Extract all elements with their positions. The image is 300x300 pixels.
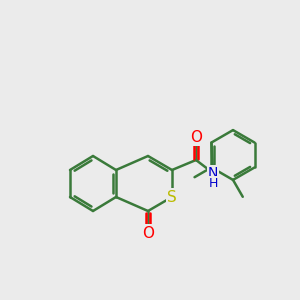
Text: O: O bbox=[142, 226, 154, 241]
Text: S: S bbox=[167, 190, 177, 205]
Text: N: N bbox=[208, 166, 218, 180]
Text: H: H bbox=[208, 177, 218, 190]
Text: O: O bbox=[190, 130, 202, 145]
